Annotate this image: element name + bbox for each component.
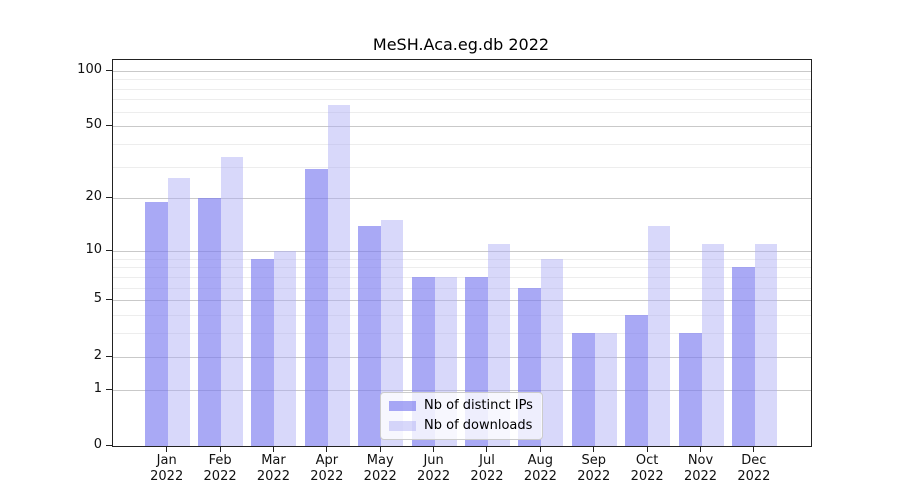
x-tick-mark xyxy=(272,446,274,452)
y-tick-label: 0 xyxy=(93,437,102,452)
y-tick-mark xyxy=(106,69,112,71)
y-tick-mark xyxy=(106,355,112,357)
y-tick-label: 2 xyxy=(93,347,102,363)
x-tick-label: May 2022 xyxy=(363,453,397,484)
bar-distinct-ips-10 xyxy=(678,333,702,446)
bar-distinct-ips-4 xyxy=(358,225,382,446)
y-tick-mark xyxy=(106,125,112,127)
bar-distinct-ips-11 xyxy=(731,267,755,446)
bar-downloads-4 xyxy=(381,220,404,446)
gridline-minor xyxy=(113,287,811,289)
gridline-minor xyxy=(113,315,811,317)
x-tick-label: Nov 2022 xyxy=(683,453,718,484)
x-tick-mark xyxy=(593,446,595,452)
bar-downloads-9 xyxy=(648,225,671,446)
x-tick-mark xyxy=(753,446,755,452)
x-tick-mark xyxy=(700,446,701,452)
gridline-major xyxy=(113,356,811,358)
bar-distinct-ips-9 xyxy=(625,315,649,446)
gridline-major xyxy=(113,250,811,252)
x-tick-label: Oct 2022 xyxy=(630,453,664,484)
bar-downloads-2 xyxy=(274,250,297,446)
gridline-minor xyxy=(113,88,811,90)
bar-distinct-ips-8 xyxy=(571,333,595,446)
x-tick-mark xyxy=(433,446,435,452)
gridline-minor xyxy=(113,111,811,113)
gridline-major xyxy=(113,126,811,128)
x-tick-mark xyxy=(166,446,168,452)
x-tick-mark xyxy=(539,446,541,452)
bar-distinct-ips-2 xyxy=(251,258,275,446)
bar-downloads-11 xyxy=(754,243,777,446)
gridline-major xyxy=(113,300,811,302)
x-tick-mark xyxy=(646,446,648,452)
bar-distinct-ips-3 xyxy=(304,169,328,446)
bar-distinct-ips-1 xyxy=(198,198,222,446)
y-tick-label: 5 xyxy=(93,291,102,307)
legend-swatch-distinct-ips xyxy=(389,400,416,411)
x-tick-label: Feb 2022 xyxy=(203,453,237,484)
gridline-major xyxy=(113,70,811,72)
legend-swatch-downloads xyxy=(389,420,416,431)
bar-downloads-3 xyxy=(327,105,350,446)
bar-downloads-7 xyxy=(541,258,564,446)
gridline-minor xyxy=(113,333,811,335)
x-tick-label: Jan 2022 xyxy=(150,453,184,484)
bar-downloads-1 xyxy=(221,156,244,446)
y-tick-label: 100 xyxy=(77,61,102,77)
y-tick-mark xyxy=(106,197,112,199)
gridline-minor xyxy=(113,166,811,168)
y-tick-mark xyxy=(106,249,112,251)
x-tick-mark xyxy=(219,446,221,452)
gridline-major xyxy=(113,198,811,200)
gridline-minor xyxy=(113,276,811,278)
legend-label-distinct-ips: Nb of distinct IPs xyxy=(424,398,533,413)
y-tick-label: 20 xyxy=(85,189,102,205)
x-tick-label: Aug 2022 xyxy=(523,453,557,484)
x-tick-label: Jun 2022 xyxy=(417,453,451,484)
x-tick-label: Jul 2022 xyxy=(470,453,504,484)
chart-title: MeSH.Aca.eg.db 2022 xyxy=(372,35,550,54)
gridline-minor xyxy=(113,143,811,145)
bar-downloads-10 xyxy=(701,243,724,446)
bar-distinct-ips-0 xyxy=(144,202,168,446)
gridline-minor xyxy=(113,267,811,269)
bar-downloads-0 xyxy=(167,177,190,446)
legend: Nb of distinct IPs Nb of downloads xyxy=(380,392,543,440)
x-tick-label: Sep 2022 xyxy=(577,453,611,484)
gridline-minor xyxy=(113,99,811,101)
y-tick-mark xyxy=(106,299,112,301)
y-tick-label: 1 xyxy=(93,380,102,396)
legend-label-downloads: Nb of downloads xyxy=(424,418,533,433)
gridline-minor xyxy=(113,258,811,260)
x-tick-mark xyxy=(326,446,328,452)
legend-item-distinct-ips: Nb of distinct IPs xyxy=(389,398,533,413)
x-tick-label: Dec 2022 xyxy=(737,453,771,484)
x-tick-mark xyxy=(379,446,381,452)
y-tick-label: 50 xyxy=(85,117,102,133)
x-tick-label: Apr 2022 xyxy=(310,453,344,484)
bar-downloads-8 xyxy=(594,333,617,446)
gridline-major xyxy=(113,389,811,391)
x-tick-mark xyxy=(486,446,488,452)
gridline-minor xyxy=(113,79,811,81)
x-tick-label: Mar 2022 xyxy=(256,453,290,484)
legend-item-downloads: Nb of downloads xyxy=(389,418,533,433)
y-tick-label: 10 xyxy=(85,241,102,257)
y-tick-mark xyxy=(106,445,112,446)
plot-area: Nb of distinct IPs Nb of downloads xyxy=(112,59,812,447)
y-tick-mark xyxy=(106,388,112,390)
